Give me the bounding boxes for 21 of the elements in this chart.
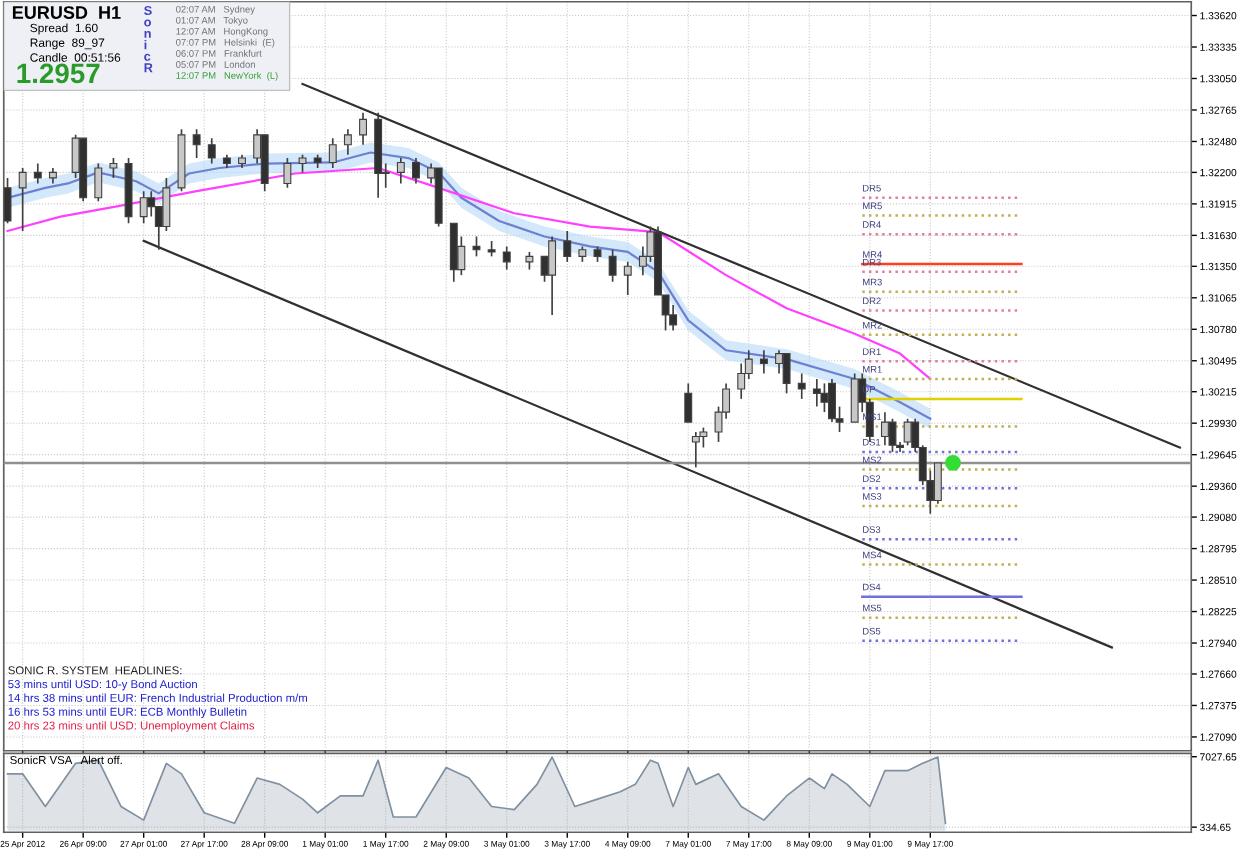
candlestick <box>888 417 897 453</box>
candlestick <box>472 235 481 258</box>
candlestick <box>192 128 201 159</box>
line-series <box>6 166 932 381</box>
candlestick <box>563 230 572 263</box>
candlestick <box>812 378 821 408</box>
annotation: 1.2957 <box>17 63 100 84</box>
candlestick <box>33 162 42 185</box>
candlestick <box>782 352 791 395</box>
candlestick <box>684 382 693 423</box>
candlestick <box>759 349 768 375</box>
candlestick <box>449 222 458 283</box>
candlestick <box>207 137 216 165</box>
chart-title: EURUSD H1 <box>12 6 121 19</box>
candlestick <box>608 248 617 283</box>
candlestick <box>903 417 912 447</box>
candlestick <box>820 382 829 413</box>
candlestick <box>412 157 420 185</box>
candlestick <box>3 177 12 225</box>
candlestick <box>502 245 511 271</box>
candlestick <box>797 372 806 400</box>
